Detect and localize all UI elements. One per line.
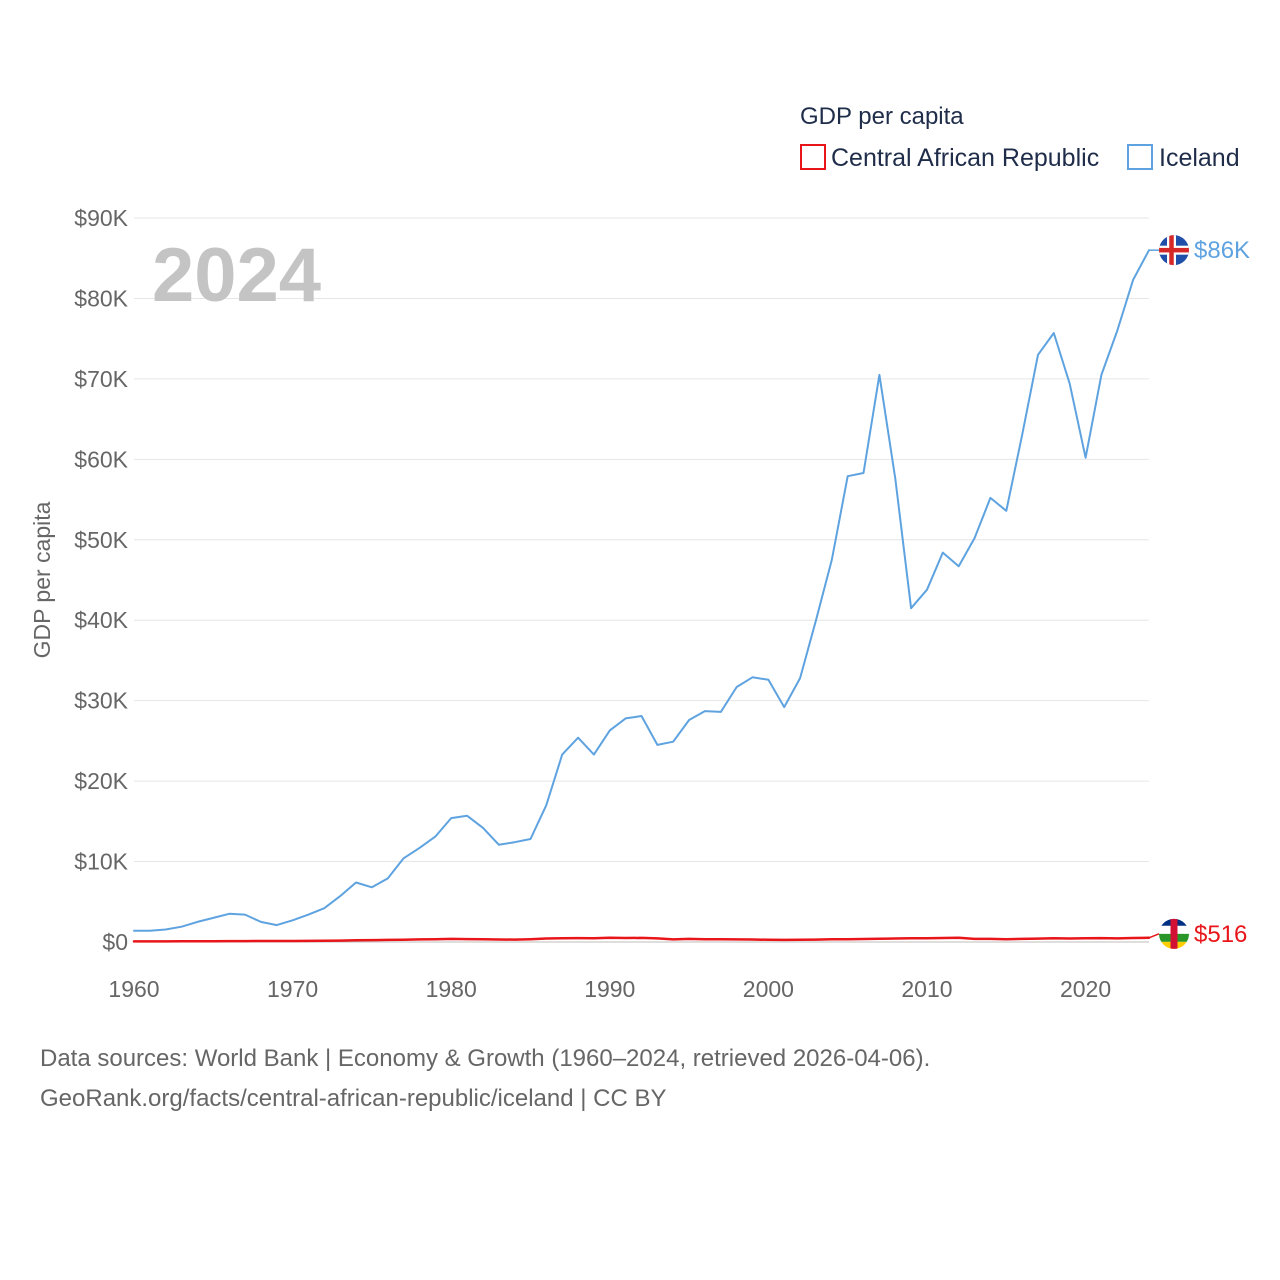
legend-item-iceland[interactable]: Iceland [1127, 144, 1240, 172]
x-tick-label: 1960 [108, 976, 159, 1002]
y-tick-label: $50K [74, 527, 128, 553]
x-tick-label: 1970 [267, 976, 318, 1002]
x-tick-label: 2020 [1060, 976, 1111, 1002]
legend-item-central-african-republic[interactable]: Central African Republic [800, 144, 1099, 172]
x-tick-label: 1980 [426, 976, 477, 1002]
y-tick-label: $10K [74, 849, 128, 875]
iceland-end-marker: $86K [1149, 235, 1250, 266]
central-african-republic-end-marker: $516 [1148, 918, 1247, 949]
x-axis-ticks: 1960 1970 1980 1990 2000 2010 2020 [108, 976, 1111, 1002]
source-line-1: Data sources: World Bank | Economy & Gro… [40, 1045, 931, 1072]
central-african-republic-end-connector [1148, 933, 1160, 939]
legend-title: GDP per capita [800, 103, 964, 130]
y-tick-label: $30K [74, 688, 128, 714]
legend-swatch-iceland [1127, 144, 1153, 170]
current-year-label: 2024 [152, 233, 321, 318]
iceland-flag-icon [1159, 235, 1189, 266]
iceland-line[interactable] [133, 249, 1150, 932]
x-tick-label: 2000 [743, 976, 794, 1002]
y-tick-label: $70K [74, 366, 128, 392]
central-african-republic-flag-icon [1159, 918, 1189, 949]
x-tick-label: 2010 [901, 976, 952, 1002]
legend-label-iceland: Iceland [1159, 144, 1240, 172]
legend-label-central-african-republic: Central African Republic [831, 144, 1099, 172]
y-tick-label: $90K [74, 205, 128, 231]
x-tick-label: 1990 [584, 976, 635, 1002]
y-tick-label: $0 [102, 929, 128, 955]
series-lines [132, 249, 1151, 943]
y-axis-ticks: $0 $10K $20K $30K $40K $50K $60K $70K $80K $90K [74, 205, 128, 955]
legend: GDP per capita Central African Republic … [800, 103, 1240, 172]
central-african-republic-end-value: $516 [1194, 921, 1247, 948]
y-tick-label: $40K [74, 607, 128, 633]
y-tick-label: $60K [74, 446, 128, 472]
y-axis-label: GDP per capita [29, 501, 55, 658]
central-african-republic-line[interactable] [132, 936, 1151, 943]
y-tick-label: $80K [74, 285, 128, 311]
y-tick-label: $20K [74, 768, 128, 794]
iceland-end-value: $86K [1194, 237, 1250, 264]
legend-swatch-central-african-republic [800, 144, 826, 170]
gridlines [134, 217, 1149, 943]
source-line-2: GeoRank.org/facts/central-african-republ… [40, 1085, 667, 1112]
